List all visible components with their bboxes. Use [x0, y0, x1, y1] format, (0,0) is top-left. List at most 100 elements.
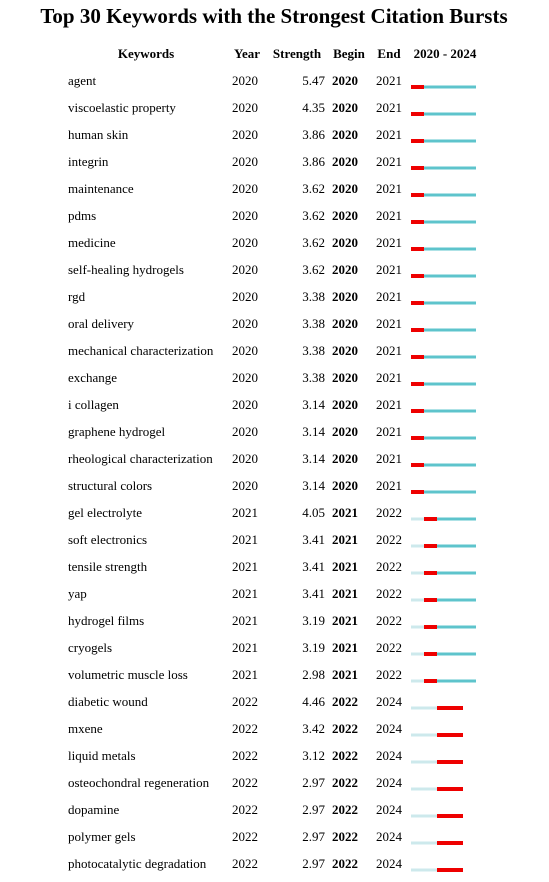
keyword: mxene — [68, 721, 103, 736]
end: 2021 — [376, 478, 402, 493]
begin: 2020 — [332, 451, 358, 466]
end: 2022 — [376, 559, 402, 574]
end: 2022 — [376, 640, 402, 655]
year: 2022 — [232, 829, 258, 844]
strength: 3.14 — [302, 451, 325, 466]
end: 2024 — [376, 694, 403, 709]
strength: 3.42 — [302, 721, 325, 736]
end: 2022 — [376, 613, 402, 628]
end: 2021 — [376, 370, 402, 385]
begin: 2020 — [332, 154, 358, 169]
strength: 3.38 — [302, 289, 325, 304]
year: 2020 — [232, 127, 258, 142]
keyword: rheological characterization — [68, 451, 213, 466]
strength: 3.14 — [302, 478, 325, 493]
year: 2020 — [232, 397, 258, 412]
strength: 3.41 — [302, 532, 325, 547]
begin: 2022 — [332, 775, 358, 790]
year: 2021 — [232, 532, 258, 547]
timeline-header: 2020 - 2024 — [414, 46, 477, 61]
begin: 2021 — [332, 505, 358, 520]
keyword: graphene hydrogel — [68, 424, 165, 439]
year: 2020 — [232, 100, 258, 115]
strength: 3.14 — [302, 424, 325, 439]
keyword: integrin — [68, 154, 109, 169]
year: 2020 — [232, 424, 258, 439]
begin: 2021 — [332, 613, 358, 628]
begin: 2022 — [332, 694, 358, 709]
year: 2022 — [232, 802, 258, 817]
year: 2020 — [232, 370, 258, 385]
strength: 3.86 — [302, 154, 325, 169]
end: 2021 — [376, 208, 402, 223]
keyword: maintenance — [68, 181, 134, 196]
end: 2021 — [376, 100, 402, 115]
keyword: mechanical characterization — [68, 343, 214, 358]
begin: 2020 — [332, 127, 358, 142]
keyword: polymer gels — [68, 829, 136, 844]
strength: 4.35 — [302, 100, 325, 115]
end: 2024 — [376, 829, 403, 844]
keyword: hydrogel films — [68, 613, 144, 628]
end: 2021 — [376, 289, 402, 304]
strength: 3.12 — [302, 748, 325, 763]
begin: 2020 — [332, 262, 358, 277]
year: 2021 — [232, 559, 258, 574]
end-header: End — [377, 46, 401, 61]
keyword: medicine — [68, 235, 116, 250]
year: 2020 — [232, 289, 258, 304]
keyword: i collagen — [68, 397, 119, 412]
year: 2020 — [232, 73, 258, 88]
keyword: rgd — [68, 289, 86, 304]
keyword: photocatalytic degradation — [68, 856, 207, 871]
keyword: diabetic wound — [68, 694, 148, 709]
strength: 2.97 — [302, 856, 325, 871]
keyword: dopamine — [68, 802, 119, 817]
keyword: oral delivery — [68, 316, 135, 331]
begin: 2022 — [332, 721, 358, 736]
end: 2021 — [376, 451, 402, 466]
end: 2022 — [376, 532, 402, 547]
end: 2021 — [376, 235, 402, 250]
strength: 3.62 — [302, 181, 325, 196]
year: 2020 — [232, 316, 258, 331]
begin: 2021 — [332, 667, 358, 682]
keyword: pdms — [68, 208, 96, 223]
end: 2024 — [376, 721, 403, 736]
begin: 2022 — [332, 748, 358, 763]
strength: 3.38 — [302, 343, 325, 358]
keyword: tensile strength — [68, 559, 148, 574]
strength: 3.14 — [302, 397, 325, 412]
keyword: volumetric muscle loss — [68, 667, 188, 682]
keyword: liquid metals — [68, 748, 136, 763]
begin-header: Begin — [333, 46, 366, 61]
end: 2024 — [376, 775, 403, 790]
year: 2020 — [232, 181, 258, 196]
strength: 3.62 — [302, 208, 325, 223]
begin: 2020 — [332, 424, 358, 439]
begin: 2020 — [332, 370, 358, 385]
end: 2021 — [376, 343, 402, 358]
begin: 2022 — [332, 856, 358, 871]
keyword: agent — [68, 73, 97, 88]
keyword: self-healing hydrogels — [68, 262, 184, 277]
strength: 2.97 — [302, 829, 325, 844]
strength: 3.38 — [302, 370, 325, 385]
keyword: yap — [68, 586, 87, 601]
keyword: cryogels — [68, 640, 112, 655]
keyword: exchange — [68, 370, 117, 385]
begin: 2020 — [332, 316, 358, 331]
begin: 2020 — [332, 235, 358, 250]
strength: 3.19 — [302, 613, 325, 628]
year: 2022 — [232, 748, 258, 763]
year: 2020 — [232, 343, 258, 358]
year: 2021 — [232, 667, 258, 682]
begin: 2021 — [332, 586, 358, 601]
year: 2020 — [232, 262, 258, 277]
strength: 3.62 — [302, 235, 325, 250]
year: 2022 — [232, 775, 258, 790]
keyword: viscoelastic property — [68, 100, 176, 115]
end: 2024 — [376, 802, 403, 817]
year: 2020 — [232, 478, 258, 493]
